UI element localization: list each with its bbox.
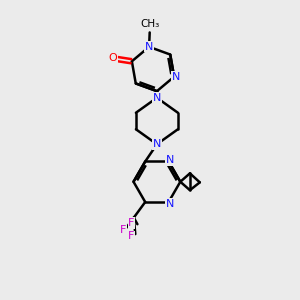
Text: N: N [153,93,161,103]
Text: N: N [166,155,174,165]
Text: N: N [153,139,161,149]
Text: F: F [128,218,135,228]
Text: N: N [172,72,180,82]
Text: N: N [145,42,153,52]
Text: CH₃: CH₃ [140,19,159,29]
Text: O: O [108,53,117,63]
Text: N: N [166,199,174,208]
Text: F: F [128,231,135,241]
Text: F: F [120,225,127,235]
